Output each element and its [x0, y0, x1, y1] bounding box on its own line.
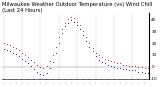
Text: Milwaukee Weather Outdoor Temperature (vs) Wind Chill (Last 24 Hours): Milwaukee Weather Outdoor Temperature (v… — [2, 2, 152, 13]
